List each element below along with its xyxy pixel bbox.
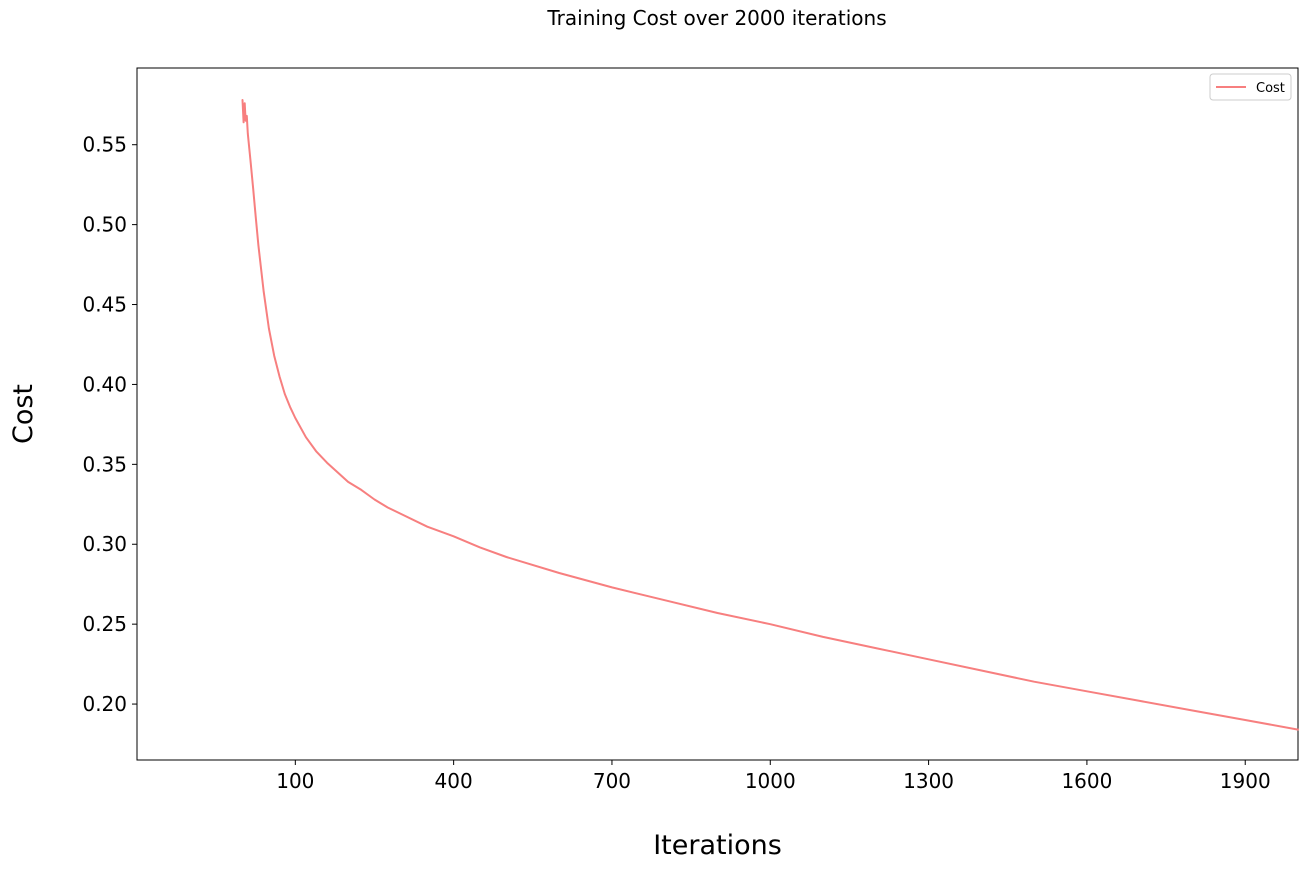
x-tick-label: 1000 — [745, 769, 796, 793]
y-tick-label: 0.40 — [82, 372, 127, 396]
y-tick-label: 0.50 — [82, 213, 127, 237]
x-tick-label: 1600 — [1061, 769, 1112, 793]
y-tick-label: 0.45 — [82, 293, 127, 317]
x-tick-label: 100 — [276, 769, 314, 793]
x-axis-title: Iterations — [653, 830, 782, 861]
y-tick-label: 0.25 — [82, 612, 127, 636]
chart-title: Training Cost over 2000 iterations — [546, 6, 886, 30]
x-tick-label: 400 — [435, 769, 473, 793]
legend-label-cost: Cost — [1256, 81, 1285, 96]
y-tick-label: 0.35 — [82, 452, 127, 476]
y-axis-title: Cost — [8, 384, 39, 444]
x-tick-label: 1300 — [903, 769, 954, 793]
x-tick-label: 1900 — [1220, 769, 1271, 793]
legend-box — [1209, 73, 1292, 101]
series-layer — [241, 99, 1299, 731]
y-tick-label: 0.55 — [82, 133, 127, 157]
x-tick-label: 700 — [593, 769, 631, 793]
y-axis-ticks: 0.20 0.25 0.30 0.35 0.40 0.45 0.50 0.55 — [82, 133, 137, 716]
legend: Cost — [1209, 73, 1292, 101]
x-axis-ticks: 100 400 700 1000 1300 1600 1900 — [276, 760, 1271, 793]
plot-frame — [136, 67, 1299, 761]
y-tick-label: 0.30 — [82, 532, 127, 556]
series-line-cost — [241, 99, 1299, 731]
y-tick-label: 0.20 — [82, 692, 127, 716]
